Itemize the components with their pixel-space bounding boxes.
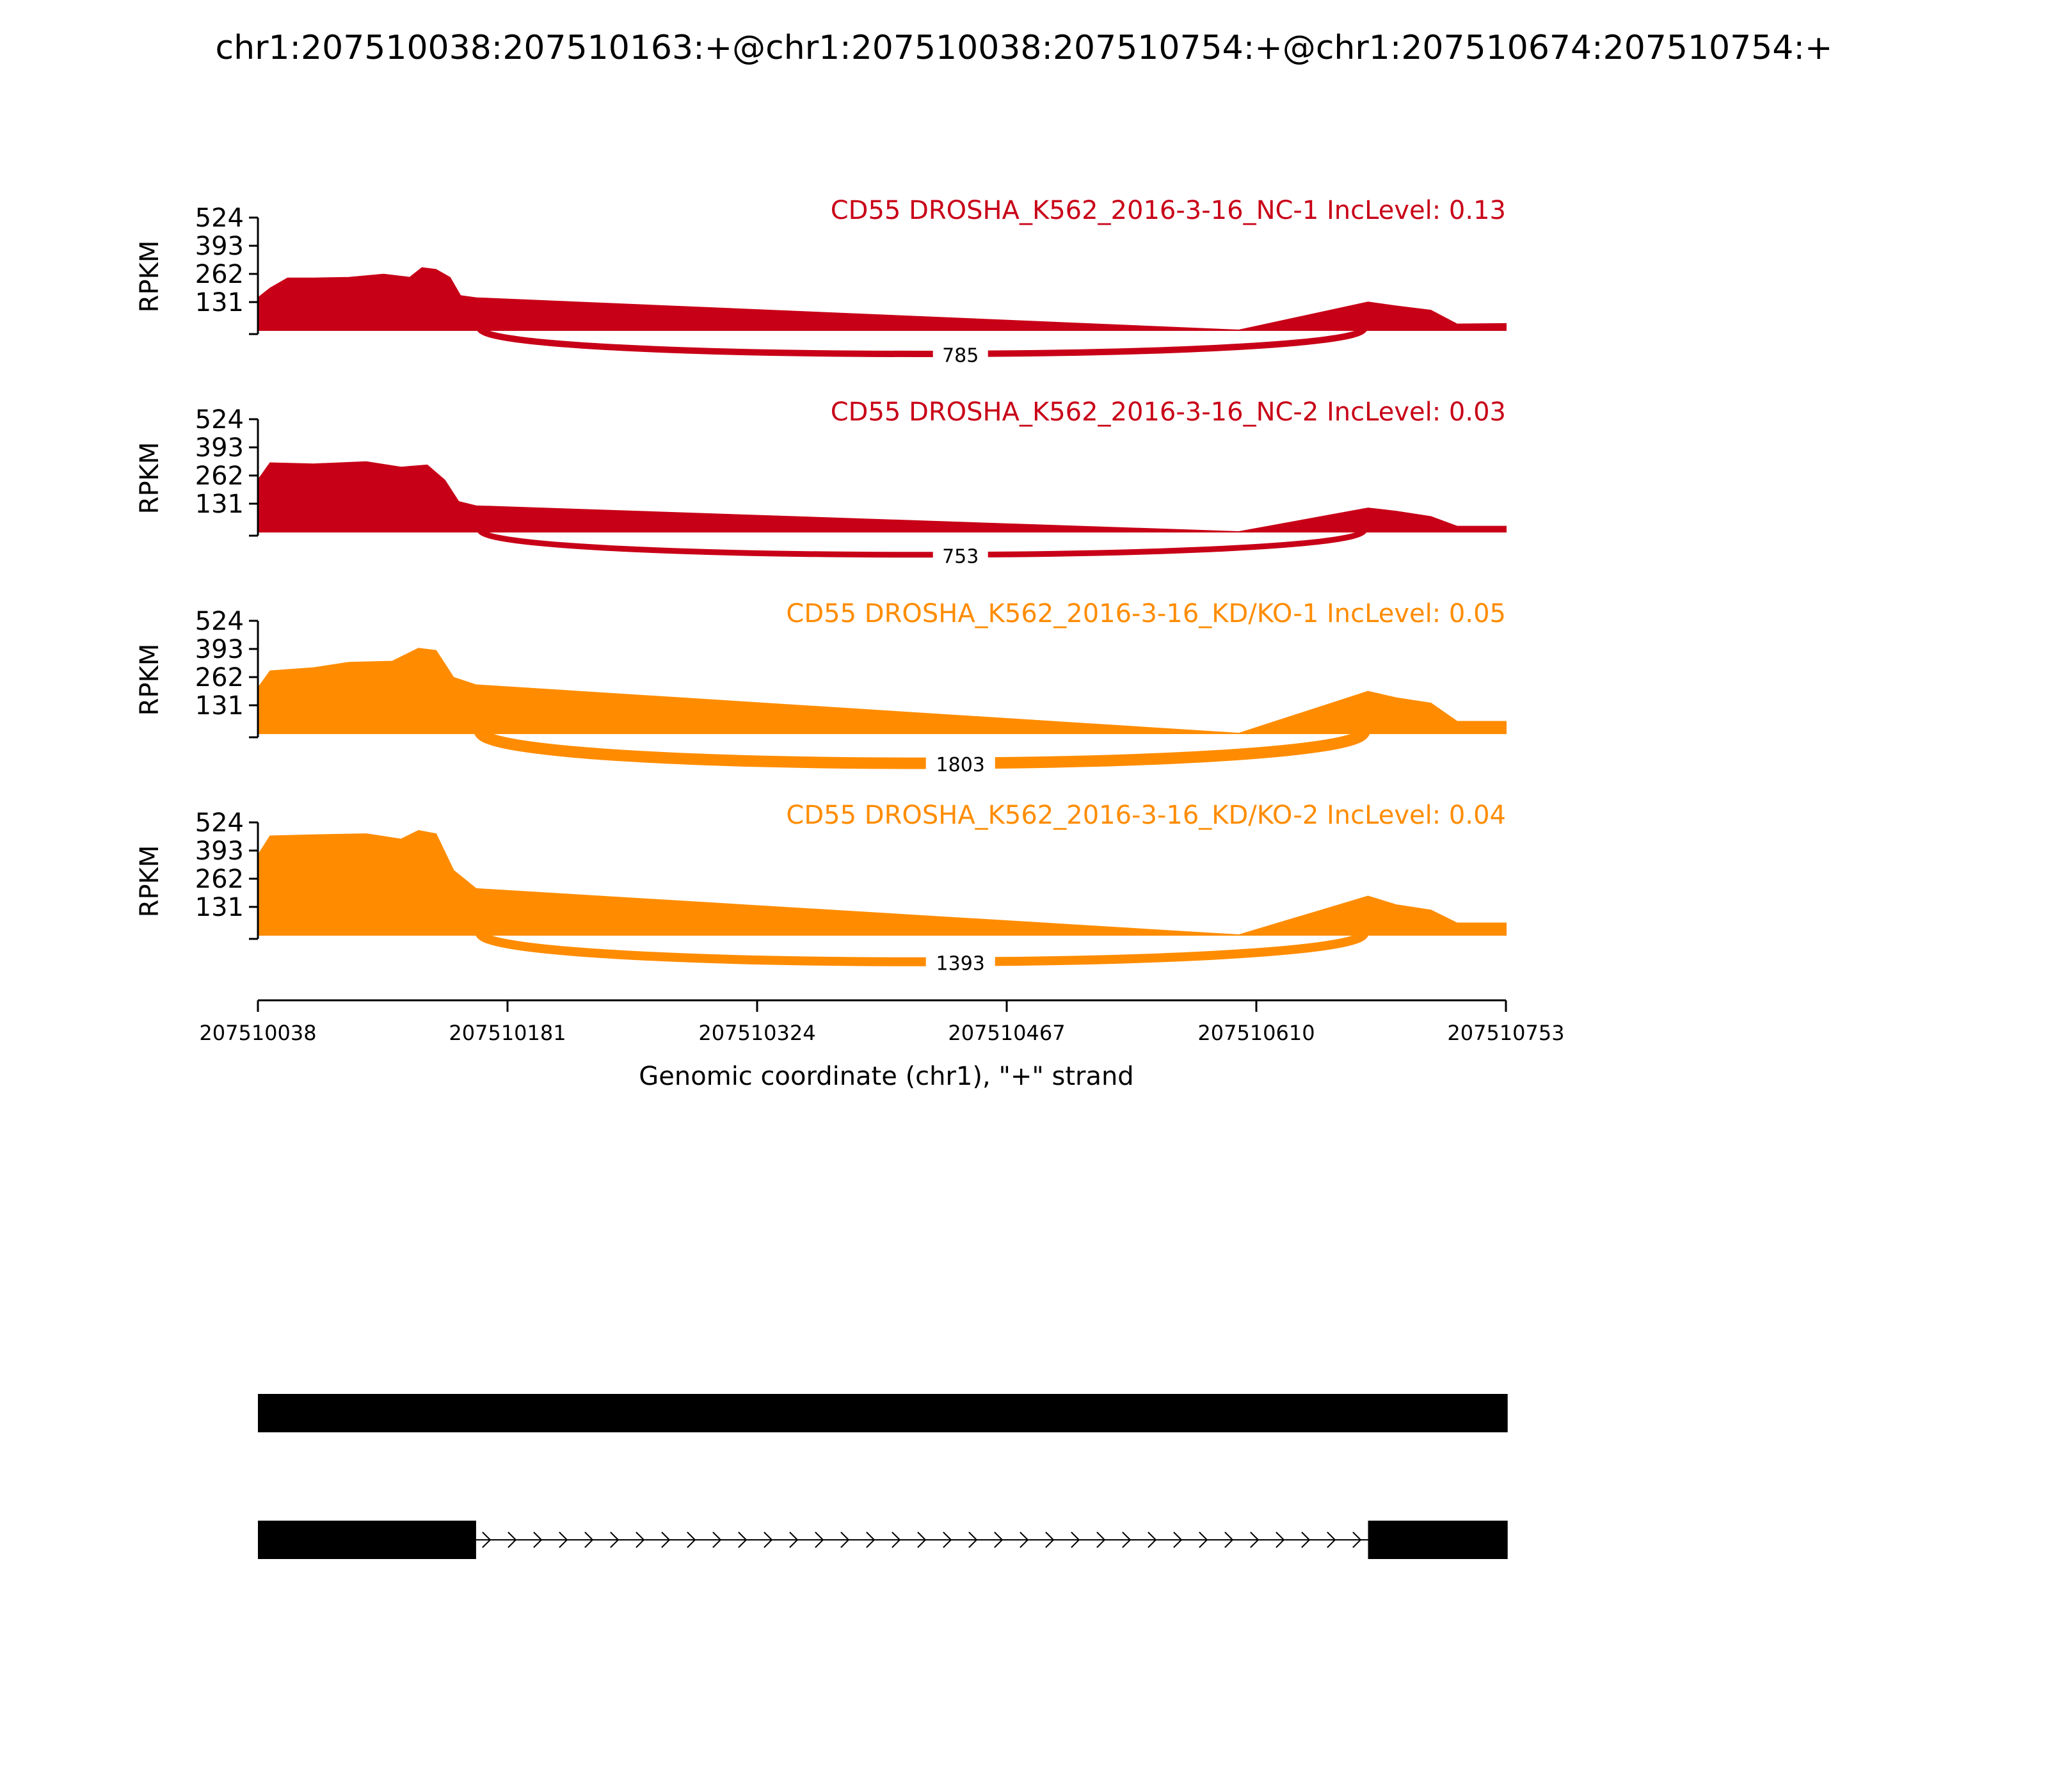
- junction-label-bg: [925, 749, 995, 777]
- strand-arrow: [661, 1532, 671, 1548]
- strand-arrow: [1122, 1532, 1132, 1548]
- y-tick-label: 131: [195, 288, 244, 317]
- strand-arrow: [1327, 1532, 1336, 1548]
- y-tick-label: 131: [195, 490, 244, 519]
- coverage-panel: 785 CD55 DROSHA_K562_2016-3-16_NC-1 IncLe…: [135, 196, 1507, 367]
- isoform: [258, 1394, 1508, 1432]
- y-tick-label: 393: [195, 836, 244, 866]
- coverage-panels: 785 CD55 DROSHA_K562_2016-3-16_NC-1 IncLe…: [135, 196, 1507, 975]
- y-tick-label: 393: [195, 232, 244, 261]
- strand-arrow: [1199, 1532, 1208, 1548]
- junction-arc: [476, 326, 1368, 357]
- y-tick-label: 524: [195, 405, 244, 435]
- panel-label: CD55 DROSHA_K562_2016-3-16_NC-2 IncLevel…: [831, 397, 1506, 427]
- coverage-area: [257, 830, 1507, 936]
- x-axis-label: Genomic coordinate (chr1), "+" strand: [639, 1062, 1133, 1091]
- coverage-area: [257, 267, 1507, 332]
- y-axis-label: RPKM: [135, 442, 164, 515]
- strand-arrow: [1148, 1532, 1157, 1548]
- strand-arrow: [482, 1532, 492, 1548]
- panel-label: CD55 DROSHA_K562_2016-3-16_NC-1 IncLevel…: [831, 196, 1506, 225]
- strand-arrow: [1250, 1532, 1260, 1548]
- isoform-track: [258, 1394, 1508, 1559]
- y-axis-label: RPKM: [135, 845, 164, 918]
- junction-label-bg: [932, 541, 988, 568]
- x-tick-label: 207510610: [1197, 1021, 1315, 1045]
- strand-arrow: [764, 1532, 773, 1548]
- coverage-panel: 753 CD55 DROSHA_K562_2016-3-16_NC-2 IncLe…: [135, 397, 1507, 568]
- plot-title: chr1:207510038:207510163:+@chr1:20751003…: [216, 29, 1833, 67]
- y-tick-label: 262: [195, 663, 244, 692]
- x-tick-label: 207510753: [1447, 1021, 1564, 1045]
- strand-arrow: [1224, 1532, 1234, 1548]
- junction-arc: [475, 929, 1369, 966]
- strand-arrow: [917, 1532, 927, 1548]
- coverage-area: [257, 648, 1507, 735]
- junction-count: 1803: [936, 754, 985, 776]
- strand-arrow: [712, 1532, 722, 1548]
- y-tick-label: 393: [195, 635, 244, 664]
- junction-arc: [474, 726, 1370, 769]
- junction-count: 785: [942, 345, 979, 367]
- strand-arrow: [892, 1532, 901, 1548]
- strand-arrow: [738, 1532, 748, 1548]
- exon-block: [258, 1521, 476, 1559]
- isoform: [258, 1521, 1508, 1559]
- junction-label-bg: [925, 948, 995, 975]
- y-tick-label: 262: [195, 865, 244, 894]
- strand-arrow: [610, 1532, 620, 1548]
- y-axis-label: RPKM: [135, 644, 164, 716]
- y-tick-label: 524: [195, 808, 244, 838]
- x-tick-label: 207510324: [698, 1021, 815, 1045]
- strand-arrow: [1352, 1532, 1362, 1548]
- strand-arrow: [636, 1532, 645, 1548]
- strand-arrow: [1020, 1532, 1029, 1548]
- y-tick-label: 262: [195, 260, 244, 289]
- strand-arrow: [968, 1532, 978, 1548]
- y-tick-label: 524: [195, 204, 244, 233]
- junction-arc: [477, 527, 1368, 558]
- strand-arrow: [1045, 1532, 1055, 1548]
- strand-arrow: [866, 1532, 876, 1548]
- junction-count: 1393: [936, 952, 985, 975]
- coverage-panel: 1803 CD55 DROSHA_K562_2016-3-16_KD/KO-1 I…: [135, 599, 1507, 777]
- strand-arrow: [840, 1532, 850, 1548]
- strand-arrow: [815, 1532, 824, 1548]
- x-tick-label: 207510467: [948, 1021, 1065, 1045]
- x-tick-label: 207510038: [199, 1021, 316, 1045]
- strand-arrow: [584, 1532, 594, 1548]
- y-tick-label: 131: [195, 691, 244, 721]
- strand-arrow: [533, 1532, 543, 1548]
- strand-arrow: [687, 1532, 696, 1548]
- strand-arrow: [1071, 1532, 1080, 1548]
- y-tick-label: 262: [195, 461, 244, 491]
- x-axis: 207510038 207510181 207510324 207510467 2075…: [199, 999, 1565, 1045]
- strand-arrow: [559, 1532, 568, 1548]
- strand-arrow: [1301, 1532, 1311, 1548]
- y-axis-label: RPKM: [135, 241, 164, 313]
- strand-arrow: [789, 1532, 799, 1548]
- strand-arrow: [994, 1532, 1004, 1548]
- y-tick-label: 131: [195, 893, 244, 922]
- strand-arrow: [943, 1532, 952, 1548]
- strand-arrow: [1096, 1532, 1106, 1548]
- strand-arrow: [1276, 1532, 1285, 1548]
- panel-label: CD55 DROSHA_K562_2016-3-16_KD/KO-2 IncLe…: [786, 801, 1506, 830]
- exon-block: [258, 1394, 1508, 1432]
- exon-block: [1368, 1521, 1508, 1559]
- junction-count: 753: [942, 545, 979, 568]
- panel-label: CD55 DROSHA_K562_2016-3-16_KD/KO-1 IncLe…: [786, 599, 1506, 628]
- strand-arrow: [1173, 1532, 1183, 1548]
- y-tick-label: 393: [195, 433, 244, 463]
- coverage-area: [257, 461, 1507, 533]
- y-tick-label: 524: [195, 607, 244, 636]
- strand-arrow: [508, 1532, 517, 1548]
- junction-label-bg: [932, 340, 988, 367]
- coverage-panel: 1393 CD55 DROSHA_K562_2016-3-16_KD/KO-2 I…: [135, 801, 1507, 975]
- x-tick-label: 207510181: [449, 1021, 566, 1045]
